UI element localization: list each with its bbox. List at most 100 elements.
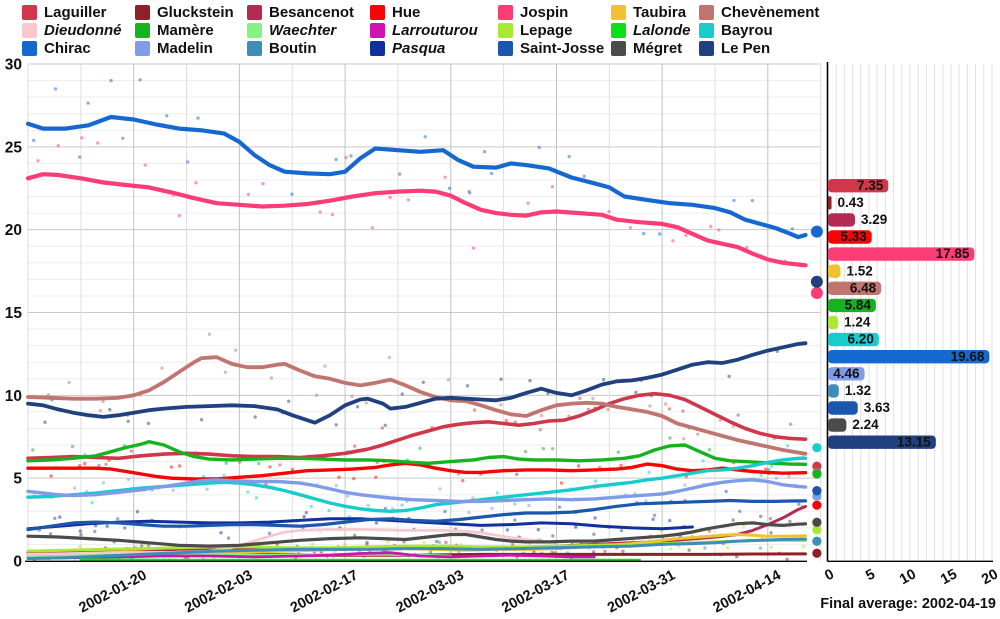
series-line-madelin (26, 478, 808, 504)
result-dot-hue (812, 500, 822, 510)
result-dot-jospin (810, 286, 823, 299)
series-line-bayrou (26, 456, 808, 513)
legend-swatch (699, 40, 714, 56)
final-average-caption: Final average: 2002-04-19 (820, 596, 996, 612)
series-line-laguiller (26, 391, 808, 461)
bar-laguiller (828, 179, 889, 193)
svg-text:20: 20 (979, 566, 1000, 588)
bar-value-gluckstein: 0.43 (838, 195, 865, 210)
legend-swatch (370, 22, 385, 38)
series-line-boutin (26, 537, 807, 560)
legend-item-bayrou: Bayrou (699, 21, 819, 39)
svg-text:2002-02-17: 2002-02-17 (288, 567, 361, 616)
svg-text:5: 5 (863, 566, 878, 584)
legend-item-lepage: Lepage (498, 21, 611, 39)
legend-item-saint-josse: Saint-Josse (498, 39, 611, 57)
legend-label: Boutin (269, 39, 317, 57)
result-dot-mamere (812, 469, 822, 479)
series-line-lepen (26, 341, 808, 425)
bar-lepage (828, 315, 839, 330)
result-dot-saint-josse (812, 486, 822, 496)
legend-item-lepen: Le Pen (699, 39, 819, 57)
legend-swatch (611, 40, 626, 56)
legend-item-taubira: Taubira (611, 3, 699, 21)
legend-item-gluckstein: Gluckstein (135, 3, 247, 21)
bar-boutin (828, 384, 839, 398)
legend-label: Larrouturou (392, 21, 478, 39)
legend-label: Chirac (44, 39, 91, 57)
bar-chirac (828, 350, 990, 364)
bar-value-besancenot: 3.29 (861, 212, 887, 227)
series-line-chirac (25, 114, 808, 240)
legend-item-larrouturou: Larrouturou (370, 21, 498, 39)
legend-swatch (135, 40, 150, 56)
legend-swatch (611, 22, 626, 38)
svg-text:25: 25 (5, 139, 23, 156)
result-dot-laguiller (812, 461, 822, 471)
bar-mamere (828, 298, 876, 313)
series-lines (25, 114, 808, 562)
legend-swatch (498, 4, 513, 20)
bar-hue (828, 230, 872, 244)
bar-value-chevenement: 6.48 (850, 280, 877, 295)
bar-value-chirac: 19.68 (951, 349, 985, 364)
legend-swatch (135, 22, 150, 38)
svg-text:5: 5 (13, 471, 22, 488)
series-line-larrouturou (26, 551, 596, 560)
axes (25, 62, 993, 562)
series-line-jospin (25, 172, 808, 268)
legend-item-chirac: Chirac (22, 39, 135, 57)
legend-item-besancenot: Besancenot (247, 3, 370, 21)
bar-value-laguiller: 7.35 (857, 178, 884, 193)
y-tick-labels: 0 5 10 15 20 25 30 (5, 57, 23, 571)
legend-label: Besancenot (269, 3, 355, 21)
result-dot-gluckstein (812, 548, 822, 558)
bar-value-jospin: 17.85 (936, 246, 970, 261)
result-dot-boutin (812, 536, 822, 546)
legend-item-laguiller: Laguiller (22, 3, 135, 21)
result-dot-chirac (810, 225, 823, 238)
legend-label: Waechter (269, 21, 337, 39)
legend-item-waechter: Waechter (247, 21, 370, 39)
series-line-megret (26, 521, 808, 548)
series-line-saint-josse (26, 498, 808, 532)
legend-item-boutin: Boutin (247, 39, 370, 57)
bar-value-bayrou: 6.20 (848, 332, 874, 347)
legend-label: Bayrou (721, 21, 773, 39)
legend-item-dieudonne: Dieudonné (22, 21, 135, 39)
legend-label: Taubira (633, 3, 687, 21)
svg-text:15: 15 (938, 566, 960, 588)
bar-value-lepage: 1.24 (844, 315, 871, 330)
bar-value-mamere: 5.84 (845, 298, 872, 313)
bar-value-lepen: 13.15 (897, 434, 931, 449)
legend-label: Le Pen (721, 39, 771, 57)
legend-swatch (247, 22, 262, 38)
svg-text:30: 30 (5, 57, 22, 74)
actual-result-dots (810, 225, 823, 558)
final-average-bars: 7.35 0.43 3.29 5.33 17.85 1.52 6.48 5.84 1.24 6.2… (828, 178, 990, 449)
legend-item-madelin: Madelin (135, 39, 247, 57)
legend-swatch (498, 22, 513, 38)
bar-bayrou (828, 332, 879, 347)
legend-item-chevenement: Chevènement (699, 3, 819, 21)
x-tick-labels: 2002-01-20 2002-02-03 2002-02-17 2002-03-03… (77, 567, 784, 616)
bar-jospin (828, 247, 975, 261)
legend-label: Jospin (520, 3, 569, 21)
series-line-hue (26, 461, 808, 481)
legend-label: Lalonde (633, 21, 691, 39)
series-line-mamere (26, 440, 808, 466)
bar-value-saint-josse: 3.63 (864, 400, 891, 415)
legend-label: Mégret (633, 39, 683, 57)
legend-swatch (22, 40, 37, 56)
bar-value-megret: 2.24 (852, 417, 879, 432)
legend-swatch (370, 40, 385, 56)
svg-text:10: 10 (897, 566, 919, 588)
svg-text:2002-03-31: 2002-03-31 (605, 567, 678, 616)
legend-swatch (247, 40, 262, 56)
svg-text:2002-02-03: 2002-02-03 (182, 567, 255, 616)
svg-text:2002-01-20: 2002-01-20 (77, 567, 150, 616)
legend-item-megret: Mégret (611, 39, 699, 57)
legend-label: Pasqua (392, 39, 446, 57)
legend-label: Lepage (520, 21, 573, 39)
